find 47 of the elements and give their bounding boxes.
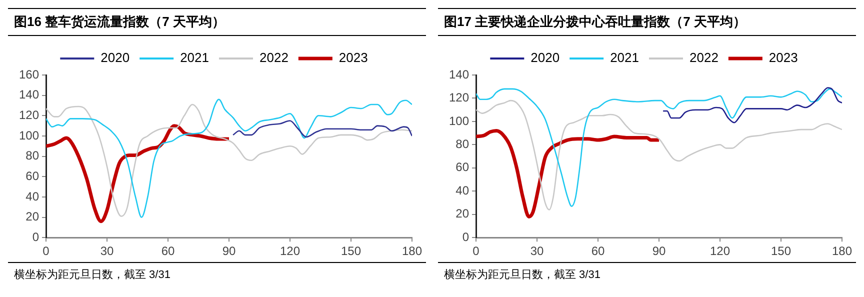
legend-label: 2023 — [768, 50, 798, 66]
y-tick-label: 80 — [456, 137, 470, 151]
legend-label: 2022 — [690, 50, 718, 66]
y-tick-label: 140 — [18, 88, 40, 102]
x-tick-label: 90 — [652, 244, 666, 258]
x-tick-label: 150 — [340, 244, 362, 258]
x-tick-label: 180 — [832, 244, 852, 258]
y-tick-label: 100 — [448, 114, 470, 128]
y-tick-label: 80 — [26, 148, 40, 163]
y-tick-label: 60 — [26, 168, 40, 183]
legend-label: 2020 — [530, 50, 560, 66]
y-tick-label: 60 — [456, 160, 470, 174]
text: 横坐标为距元旦日数，截至 3/31 — [444, 268, 602, 282]
x-tick-label: 30 — [530, 244, 544, 258]
chart-title: 图16 整车货运流量指数（7 天平均） — [8, 8, 426, 36]
y-tick-label: 140 — [448, 67, 470, 82]
x-tick-label: 60 — [591, 244, 606, 258]
x-tick-label: 120 — [710, 244, 730, 258]
legend-label: 2022 — [260, 50, 288, 66]
legend-label: 2023 — [338, 50, 368, 66]
y-tick-label: 20 — [456, 206, 470, 221]
x-tick-label: 150 — [770, 244, 792, 258]
legend-label: 2021 — [180, 50, 209, 66]
x-tick-label: 0 — [472, 244, 480, 258]
line-series — [232, 120, 412, 138]
y-tick-label: 100 — [18, 128, 40, 142]
y-tick-label: 40 — [456, 183, 470, 198]
y-tick-label: 120 — [18, 108, 40, 122]
x-tick-label: 120 — [280, 244, 300, 258]
chart-title: 图17 主要快递企业分拨中心吞吐量指数（7 天平均） — [438, 8, 856, 36]
x-tick-label: 30 — [100, 244, 114, 258]
y-tick-label: 0 — [462, 230, 470, 244]
x-tick-label: 90 — [222, 244, 236, 258]
text: 横坐标为距元旦日数，截至 3/31 — [14, 268, 172, 282]
line-series — [662, 87, 842, 124]
line-series — [46, 124, 231, 224]
legend-label: 2021 — [610, 50, 639, 66]
x-tick-label: 0 — [42, 244, 50, 258]
y-tick-label: 160 — [18, 67, 40, 82]
line-series — [476, 129, 661, 218]
x-tick-label: 60 — [161, 244, 176, 258]
y-tick-label: 120 — [448, 90, 470, 105]
x-tick-label: 180 — [402, 244, 422, 258]
y-tick-label: 40 — [26, 189, 40, 204]
y-tick-label: 0 — [32, 230, 40, 244]
legend-label: 2020 — [100, 50, 130, 66]
y-tick-label: 20 — [26, 210, 40, 224]
